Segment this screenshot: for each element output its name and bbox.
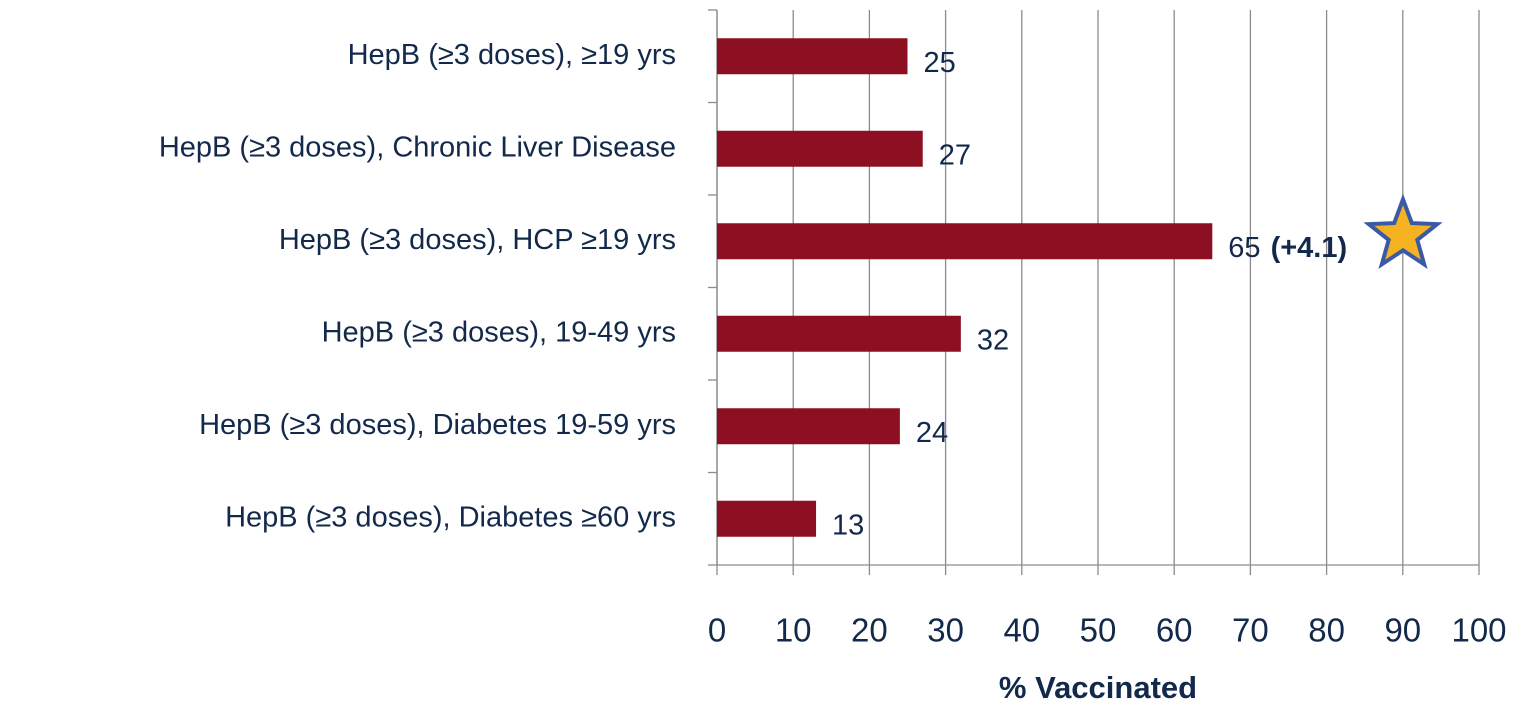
- bar: [717, 130, 923, 167]
- bar: [717, 500, 817, 537]
- data-label: 32: [977, 324, 1009, 356]
- x-tick-label: 10: [775, 612, 812, 649]
- x-tick-label: 60: [1156, 612, 1193, 649]
- x-tick-label: 90: [1384, 612, 1421, 649]
- y-tick-label: HepB (≥3 doses), 19-49 yrs: [322, 316, 676, 348]
- data-label: 65: [1228, 232, 1260, 264]
- x-tick-label: 80: [1308, 612, 1345, 649]
- y-tick-label: HepB (≥3 doses), Diabetes ≥60 yrs: [225, 501, 676, 533]
- bar: [717, 38, 908, 75]
- bar: [717, 315, 961, 352]
- annotation: (+4.1): [1271, 232, 1348, 264]
- bar: [717, 223, 1213, 260]
- x-tick-label: 40: [1003, 612, 1040, 649]
- x-tick-label: 70: [1232, 612, 1269, 649]
- x-axis-title: % Vaccinated: [999, 670, 1197, 705]
- x-tick-label: 20: [851, 612, 888, 649]
- data-label: 13: [832, 509, 864, 541]
- x-tick-label: 0: [708, 612, 726, 649]
- y-tick-label: HepB (≥3 doses), HCP ≥19 yrs: [279, 224, 676, 256]
- data-label: 25: [924, 47, 956, 79]
- data-label: 24: [916, 417, 948, 449]
- x-tick-label: 30: [927, 612, 964, 649]
- y-tick-label: HepB (≥3 doses), Diabetes 19-59 yrs: [199, 409, 676, 441]
- y-tick-label: HepB (≥3 doses), Chronic Liver Disease: [159, 131, 676, 163]
- y-tick-label: HepB (≥3 doses), ≥19 yrs: [348, 39, 676, 71]
- x-tick-label: 50: [1080, 612, 1117, 649]
- data-label: 27: [939, 139, 971, 171]
- star-icon: [1363, 193, 1443, 270]
- x-tick-label: 100: [1451, 612, 1506, 649]
- bar: [717, 408, 900, 445]
